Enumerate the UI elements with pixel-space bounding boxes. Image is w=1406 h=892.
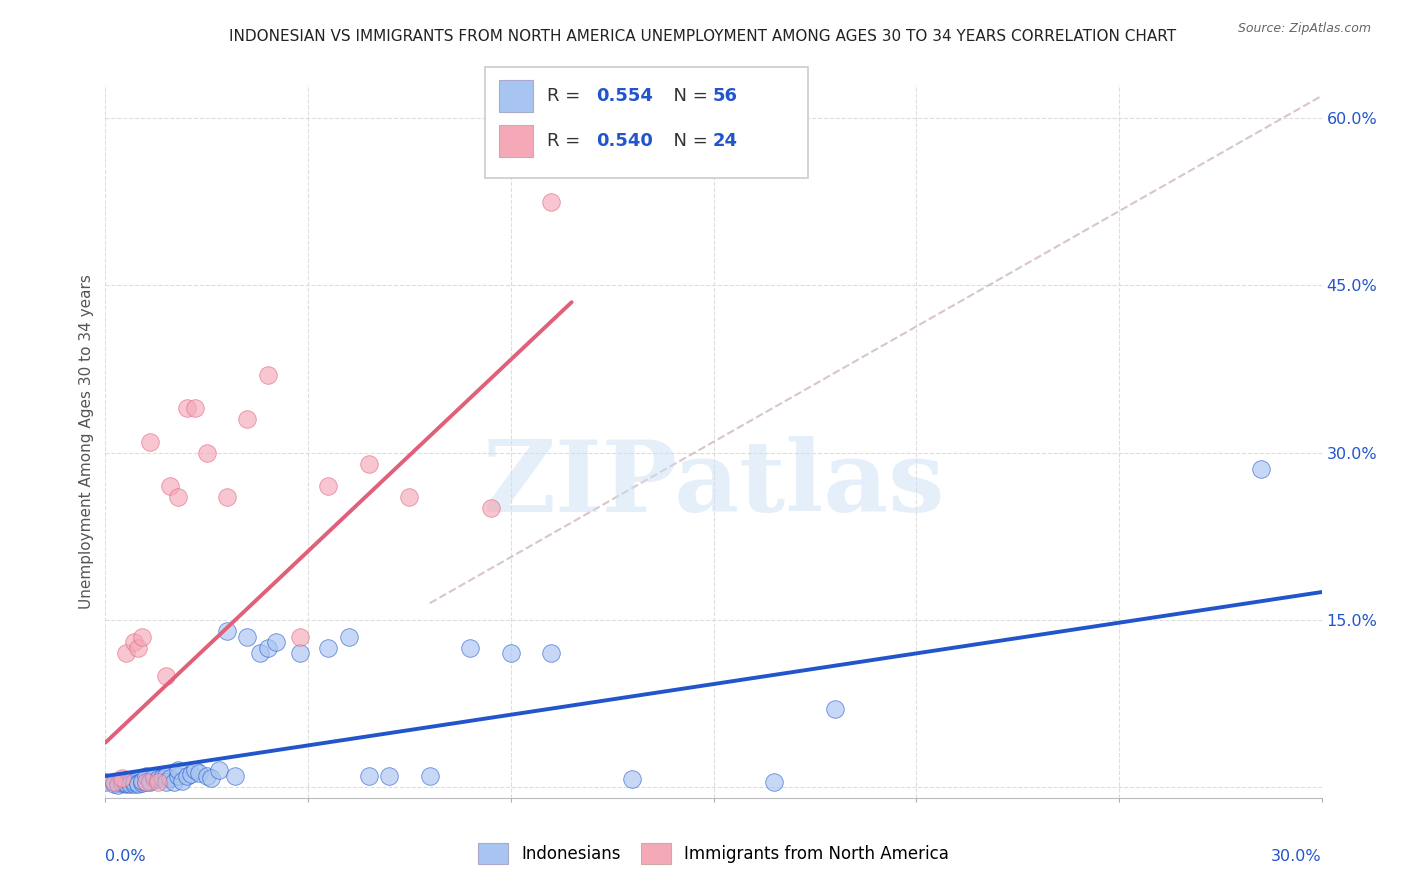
Point (499, 646, 522, 660)
Point (114, 777, 136, 791)
Point (131, 773, 153, 788)
Point (107, 778, 129, 792)
Point (139, 773, 162, 788)
Point (118, 777, 141, 791)
Point (540, 194, 562, 209)
Point (131, 775, 153, 790)
Point (114, 775, 136, 790)
Point (187, 765, 209, 780)
Point (183, 401, 205, 416)
Text: R =: R = (547, 87, 586, 105)
Point (103, 777, 125, 791)
Point (159, 771, 181, 786)
Text: 24: 24 (713, 132, 738, 150)
Text: R =: R = (547, 132, 586, 150)
Point (337, 630, 360, 644)
Point (131, 630, 153, 644)
Point (288, 630, 311, 644)
Point (107, 775, 129, 790)
Point (217, 490, 239, 504)
Point (118, 774, 141, 789)
Point (135, 774, 157, 789)
Text: Source: ZipAtlas.com: Source: ZipAtlas.com (1237, 22, 1371, 36)
Point (163, 774, 186, 789)
Point (122, 777, 145, 791)
Point (419, 769, 441, 783)
Text: N =: N = (662, 132, 714, 150)
Point (172, 773, 194, 788)
Point (621, 772, 644, 787)
Point (357, 457, 380, 471)
Point (378, 769, 401, 783)
Text: ZIPatlas: ZIPatlas (482, 436, 945, 533)
Point (195, 446, 218, 460)
Point (122, 774, 145, 789)
Point (146, 772, 169, 787)
Text: 0.540: 0.540 (596, 132, 652, 150)
Point (176, 769, 198, 783)
Point (167, 764, 190, 778)
Point (288, 646, 311, 660)
Point (264, 635, 287, 649)
Point (114, 646, 136, 660)
Point (150, 771, 173, 786)
Point (236, 412, 259, 426)
Text: 0.554: 0.554 (596, 87, 652, 105)
Point (1250, 462, 1272, 476)
Point (167, 490, 190, 504)
Point (146, 774, 169, 789)
Point (763, 774, 786, 789)
Point (122, 635, 145, 649)
Point (127, 775, 149, 790)
Point (236, 630, 259, 644)
Point (195, 769, 218, 783)
Point (256, 640, 278, 655)
Point (143, 769, 166, 783)
Point (540, 646, 562, 660)
Point (318, 479, 340, 493)
Point (180, 766, 202, 781)
Point (824, 702, 846, 716)
Point (155, 669, 177, 683)
Point (139, 434, 162, 449)
Point (159, 479, 181, 493)
Point (135, 774, 157, 789)
Point (357, 769, 380, 783)
Point (398, 490, 420, 504)
Text: 30.0%: 30.0% (1271, 848, 1322, 863)
Point (94, 774, 117, 789)
Text: INDONESIAN VS IMMIGRANTS FROM NORTH AMERICA UNEMPLOYMENT AMONG AGES 30 TO 34 YEA: INDONESIAN VS IMMIGRANTS FROM NORTH AMER… (229, 29, 1177, 44)
Point (183, 764, 205, 778)
Point (143, 771, 166, 786)
Point (127, 640, 149, 655)
Point (256, 368, 278, 382)
Point (176, 401, 198, 416)
Point (479, 501, 502, 516)
Point (135, 769, 157, 783)
Point (103, 774, 125, 789)
Point (200, 771, 222, 786)
Point (127, 777, 149, 791)
Point (458, 640, 481, 655)
Point (111, 775, 134, 790)
Text: N =: N = (662, 87, 714, 105)
Point (111, 771, 134, 786)
Point (208, 764, 231, 778)
Point (139, 774, 162, 789)
Point (167, 769, 190, 783)
Point (155, 769, 177, 783)
Y-axis label: Unemployment Among Ages 30 to 34 years: Unemployment Among Ages 30 to 34 years (79, 274, 94, 609)
Point (224, 769, 246, 783)
Point (155, 774, 177, 789)
Text: 0.0%: 0.0% (105, 848, 146, 863)
Point (249, 646, 271, 660)
Text: 56: 56 (713, 87, 738, 105)
Point (318, 640, 340, 655)
Point (217, 624, 239, 639)
Legend: Indonesians, Immigrants from North America: Indonesians, Immigrants from North Ameri… (470, 835, 957, 872)
